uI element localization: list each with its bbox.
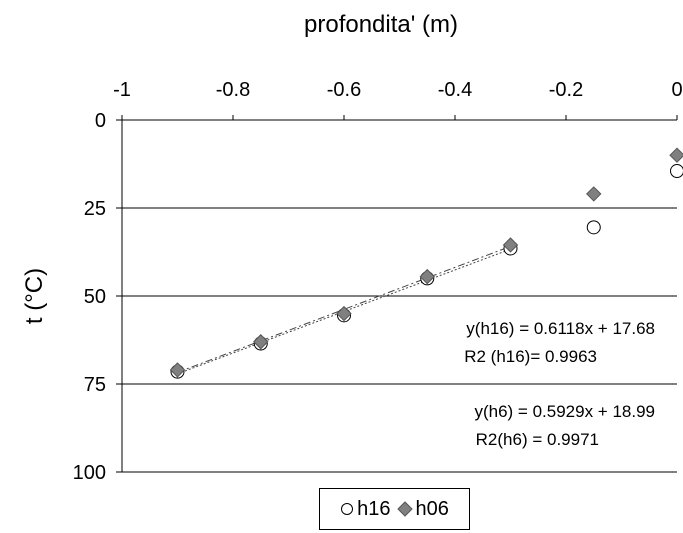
circle-marker-icon (340, 502, 354, 516)
trend-r2-h16: R2 (h16)= 0.9963 (464, 347, 597, 366)
y-tick-label: 75 (84, 374, 106, 396)
trendline-h06 (177, 245, 511, 373)
trend-r2-h06: R2(h6) = 0.9971 (476, 430, 599, 449)
y-axis-title: t (°C) (21, 268, 48, 324)
data-point-h06 (419, 268, 435, 285)
x-axis-title: profondita' (m) (304, 11, 458, 38)
legend-label-h16: h16 (357, 497, 391, 520)
data-point-h06 (669, 147, 683, 163)
data-point-h06 (502, 237, 519, 253)
x-tick-label: -0.6 (327, 79, 361, 101)
data-point-h06 (253, 334, 269, 350)
diamond-marker-icon (396, 501, 413, 517)
data-point-h16 (586, 220, 601, 235)
data-point-h06 (586, 186, 602, 202)
legend-label-h06: h06 (415, 497, 449, 520)
legend-entry-h06: h06 (396, 497, 449, 521)
y-tick-label: 100 (73, 462, 106, 484)
y-tick-label: 25 (84, 198, 106, 220)
data-points (169, 147, 683, 379)
trend-equation-h16: y(h16) = 0.6118x + 17.68 (466, 319, 655, 338)
x-tick-label: -1 (113, 79, 131, 101)
data-point-h16 (670, 164, 683, 179)
x-tick-label: -0.8 (216, 79, 250, 101)
legend: h16 h06 (319, 488, 470, 530)
gridlines (122, 207, 677, 473)
y-axis-ticks: 0 25 50 75 100 (73, 110, 122, 484)
data-point-h06 (169, 362, 186, 378)
legend-entry-h16: h16 (340, 497, 391, 521)
y-tick-label: 0 (95, 110, 106, 132)
trend-equation-h06: y(h6) = 0.5929x + 18.99 (474, 402, 655, 421)
y-tick-label: 50 (84, 286, 106, 308)
x-tick-label: -0.4 (438, 79, 472, 101)
data-point-h06 (336, 305, 352, 322)
x-tick-label: 0 (671, 79, 682, 101)
x-tick-label: -0.2 (549, 79, 583, 101)
x-axis-ticks: -1 -0.8 -0.6 -0.4 -0.2 0 (113, 79, 683, 120)
